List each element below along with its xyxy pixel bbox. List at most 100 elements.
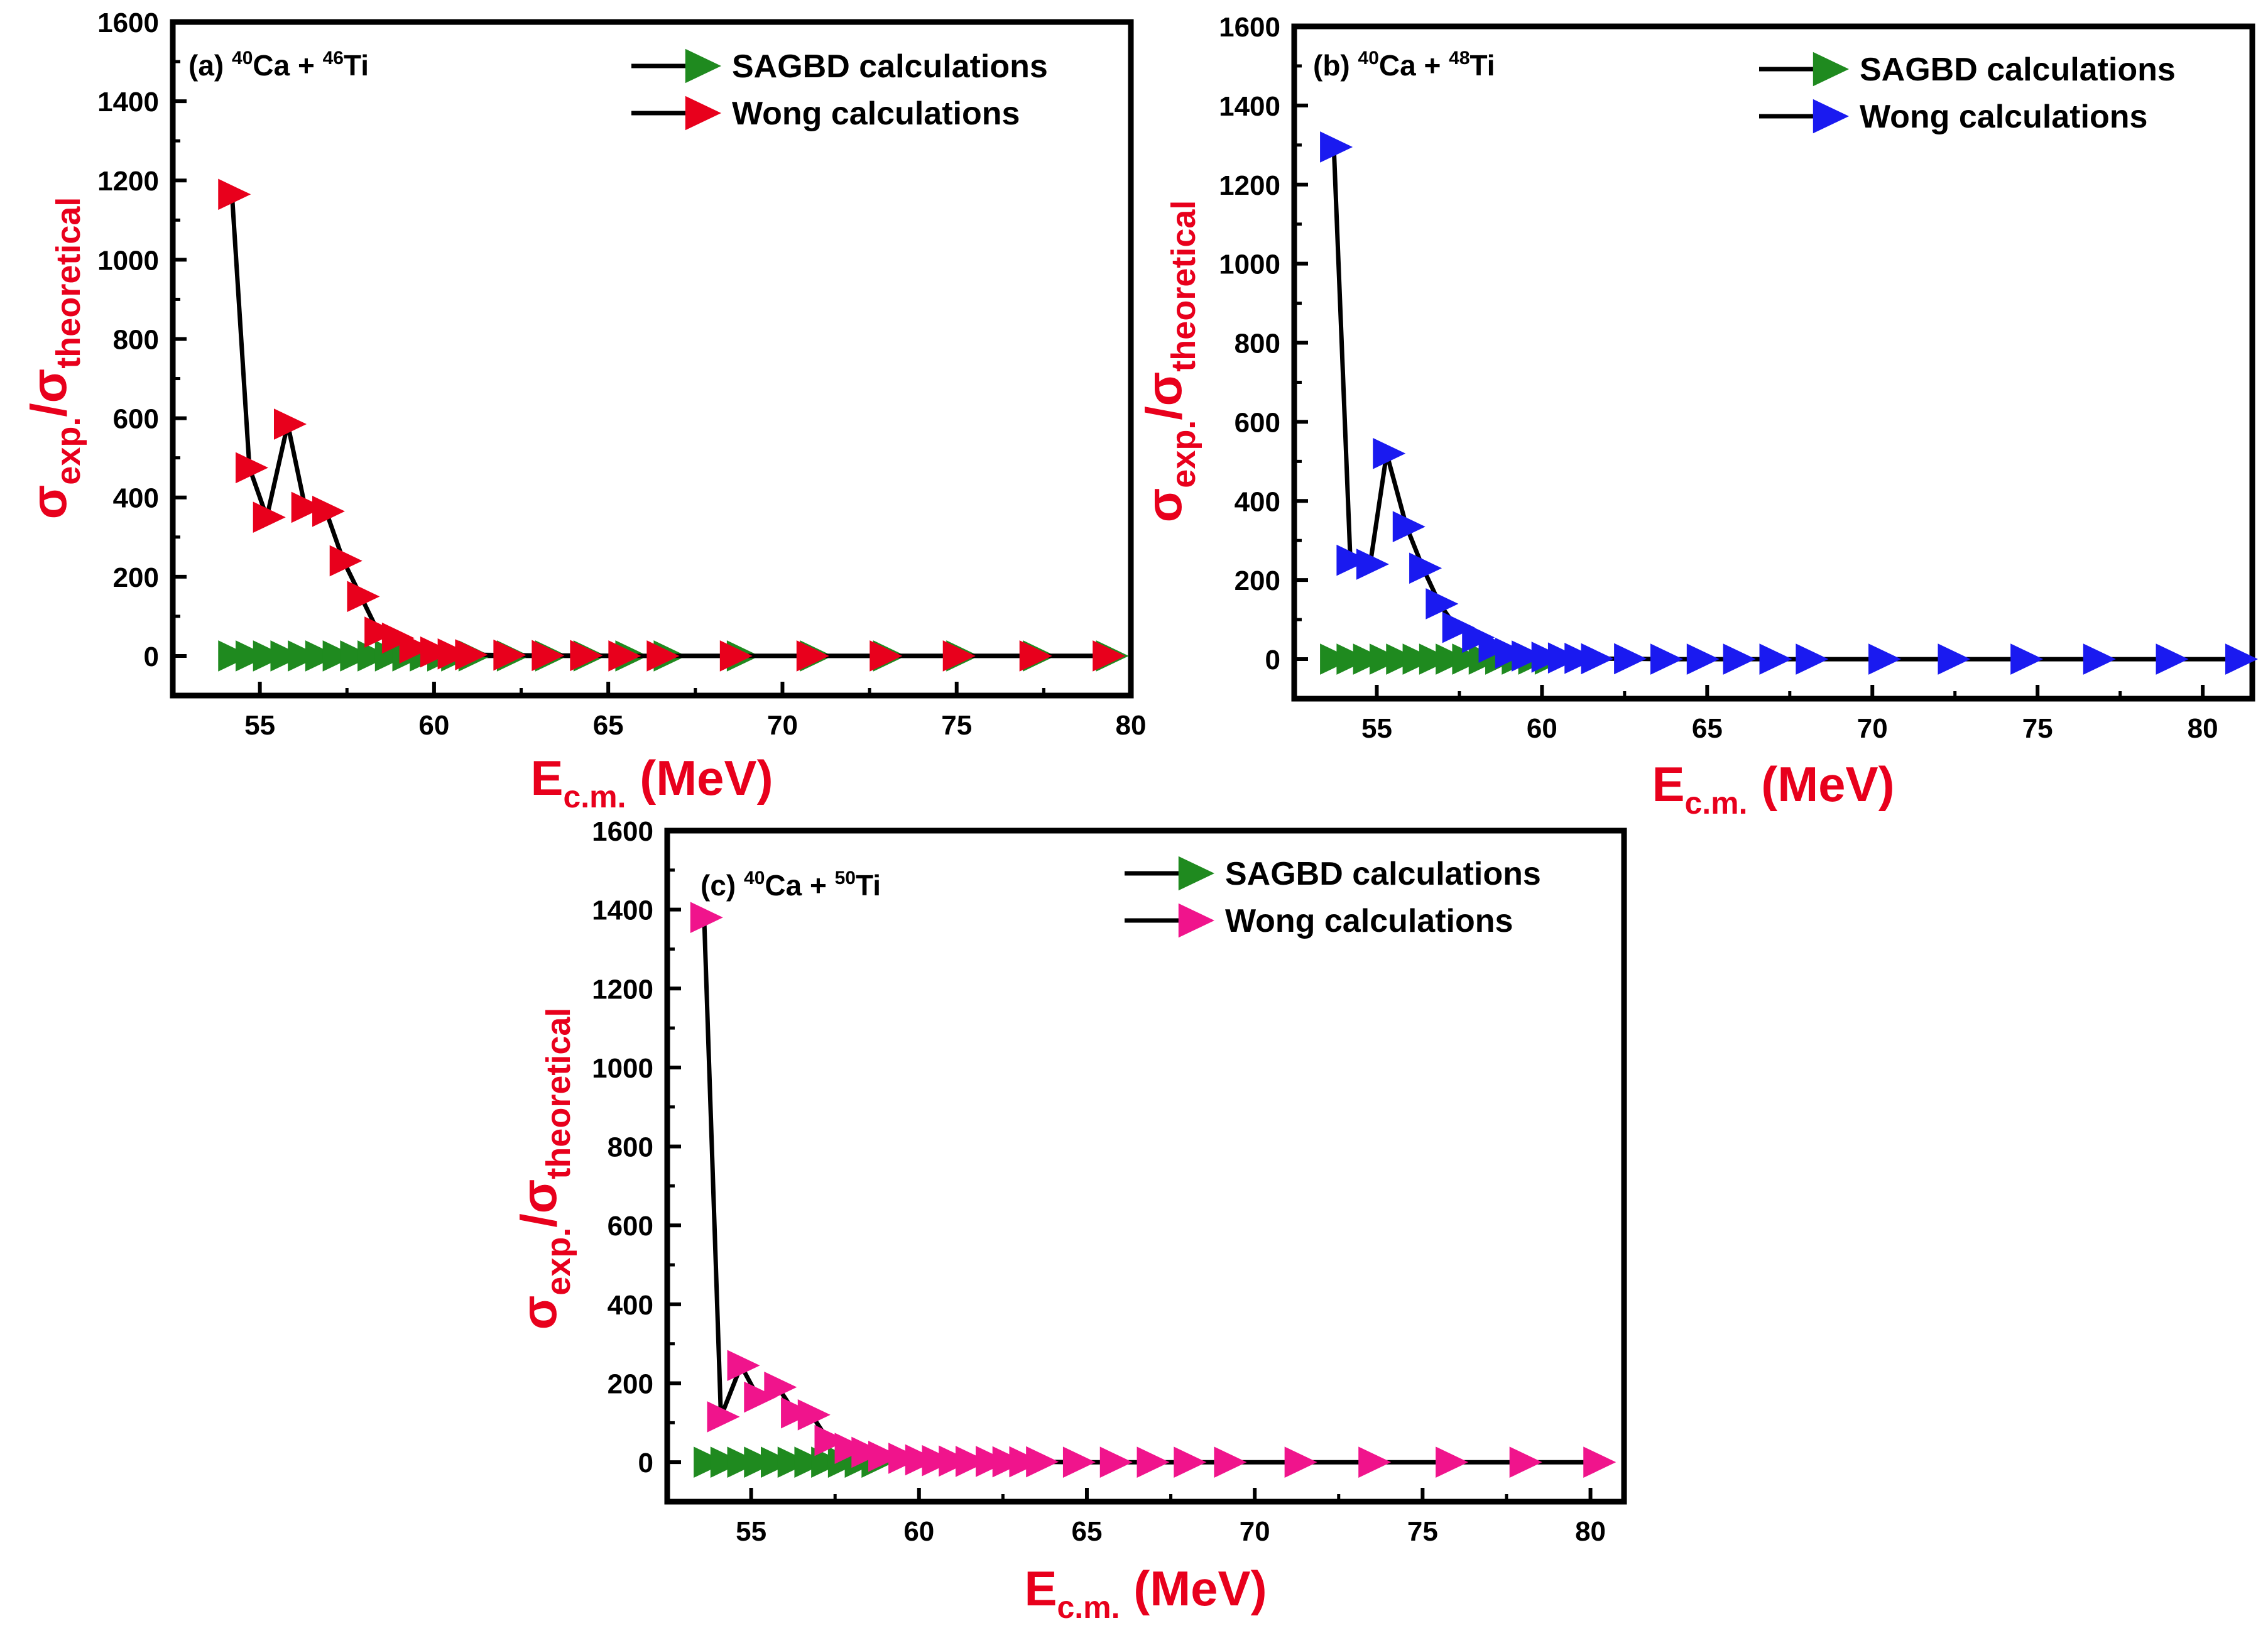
y-axis-title: σexp./σtheoretical xyxy=(511,1008,577,1330)
series-line-1 xyxy=(229,194,1107,658)
data-point xyxy=(2083,643,2116,675)
x-tick-label: 70 xyxy=(1240,1516,1270,1547)
data-point xyxy=(1336,643,1370,675)
plot-frame xyxy=(170,19,1134,699)
panel-c: 0 200 400 600 800 1000 1200 1400 1600 55 60 65 70 75 8… xyxy=(511,816,1627,1625)
x-tick-label: 60 xyxy=(1527,713,1557,744)
data-point xyxy=(420,636,453,668)
y-tick-label: 600 xyxy=(113,404,159,435)
data-point xyxy=(796,640,829,672)
plot-frame xyxy=(1291,23,2255,702)
data-point xyxy=(868,1440,902,1472)
plot-frame xyxy=(664,827,1627,1505)
y-tick-label: 1200 xyxy=(97,166,159,197)
y-tick-label: 1000 xyxy=(97,245,159,276)
y-title-sigma: σ xyxy=(511,1296,567,1330)
data-point xyxy=(322,640,356,672)
data-point xyxy=(1512,640,1545,672)
x-tick-label: 80 xyxy=(1575,1516,1606,1547)
data-point xyxy=(646,640,680,672)
y-tick-label: 800 xyxy=(1235,329,1280,359)
data-point xyxy=(707,1401,740,1433)
y-tick-label: 1200 xyxy=(1219,170,1280,201)
y-tick-label: 0 xyxy=(144,642,159,672)
y-axis-title: σexp./σtheoretical xyxy=(1136,200,1202,523)
data-point xyxy=(1358,1446,1392,1478)
data-point xyxy=(690,902,723,934)
x-tick-label: 80 xyxy=(2188,713,2218,744)
mass-number: 46 xyxy=(323,48,344,68)
data-point xyxy=(1938,643,1971,675)
data-point xyxy=(1137,1446,1170,1478)
y-tick-label: 0 xyxy=(1265,645,1280,675)
data-point xyxy=(340,640,373,672)
data-point xyxy=(764,1372,797,1403)
data-point xyxy=(1402,643,1436,675)
data-point xyxy=(1868,643,1902,675)
spacer xyxy=(736,869,744,902)
data-point xyxy=(1019,640,1052,672)
x-title-rest: (MeV) xyxy=(626,750,773,806)
data-point xyxy=(253,640,286,672)
data-point xyxy=(814,1424,848,1456)
data-point xyxy=(236,640,268,672)
x-tick-label: 80 xyxy=(1116,710,1147,741)
y-tick-label: 800 xyxy=(608,1132,653,1163)
data-point xyxy=(1353,643,1386,675)
data-point xyxy=(270,640,303,672)
data-point xyxy=(1686,643,1720,675)
y-tick-label: 400 xyxy=(113,483,159,514)
data-point xyxy=(1320,643,1353,675)
data-point xyxy=(942,640,976,672)
data-point xyxy=(1174,1446,1207,1478)
mass-number: 48 xyxy=(1449,48,1469,68)
data-point xyxy=(794,1446,827,1478)
legend-entry: Wong calculations xyxy=(1225,903,1513,939)
data-point xyxy=(236,452,268,484)
data-point xyxy=(851,1436,885,1468)
x-tick-label: 75 xyxy=(2022,713,2053,744)
data-point xyxy=(1564,643,1598,674)
data-point xyxy=(1373,437,1406,469)
y-title-mid: /σ xyxy=(1136,372,1192,420)
mass-number: 40 xyxy=(1358,48,1379,68)
y-title-sub2: theoretical xyxy=(50,197,87,369)
y-title-mid: /σ xyxy=(511,1179,567,1228)
data-point xyxy=(1426,588,1459,620)
panel-a: 0 200 400 600 800 1000 1200 1400 1600 55 60 65 70 75 8… xyxy=(21,8,1146,814)
data-point xyxy=(1214,1446,1247,1478)
x-tick-label: 65 xyxy=(593,710,624,741)
data-point xyxy=(381,622,415,654)
data-point xyxy=(1409,552,1442,584)
y-tick-label: 1400 xyxy=(1219,91,1280,122)
y-tick-label: 1600 xyxy=(1219,12,1280,43)
x-title-sub: c.m. xyxy=(563,779,626,814)
x-title-sub: c.m. xyxy=(1684,785,1747,821)
data-point xyxy=(274,408,307,440)
data-point xyxy=(905,1444,938,1476)
data-point xyxy=(305,640,338,672)
legend-marker xyxy=(1178,856,1214,891)
projectile: Ca + xyxy=(1379,49,1449,82)
x-title-rest: (MeV) xyxy=(1748,756,1895,812)
mass-number: 50 xyxy=(835,868,856,888)
legend-entry: SAGBD calculations xyxy=(1860,52,2176,88)
x-axis-title: Ec.m. (MeV) xyxy=(530,750,773,814)
y-tick-label: 1400 xyxy=(592,895,653,926)
data-point xyxy=(288,640,321,672)
x-title-main: E xyxy=(1652,756,1684,812)
x-tick-label: 75 xyxy=(941,710,972,741)
y-tick-label: 1600 xyxy=(97,8,159,38)
legend-entry: Wong calculations xyxy=(732,96,1020,132)
data-point xyxy=(1009,1446,1042,1478)
x-title-sub: c.m. xyxy=(1057,1590,1120,1625)
data-point xyxy=(218,178,251,210)
data-point xyxy=(744,1446,777,1478)
data-point xyxy=(1581,643,1614,675)
panel-label: (b) 40Ca + 48Ti xyxy=(1313,48,1495,82)
legend-marker xyxy=(685,48,721,84)
x-axis-title: Ec.m. (MeV) xyxy=(1652,756,1894,821)
data-point xyxy=(1284,1446,1317,1478)
data-point xyxy=(1547,642,1581,674)
data-point xyxy=(1759,643,1792,675)
